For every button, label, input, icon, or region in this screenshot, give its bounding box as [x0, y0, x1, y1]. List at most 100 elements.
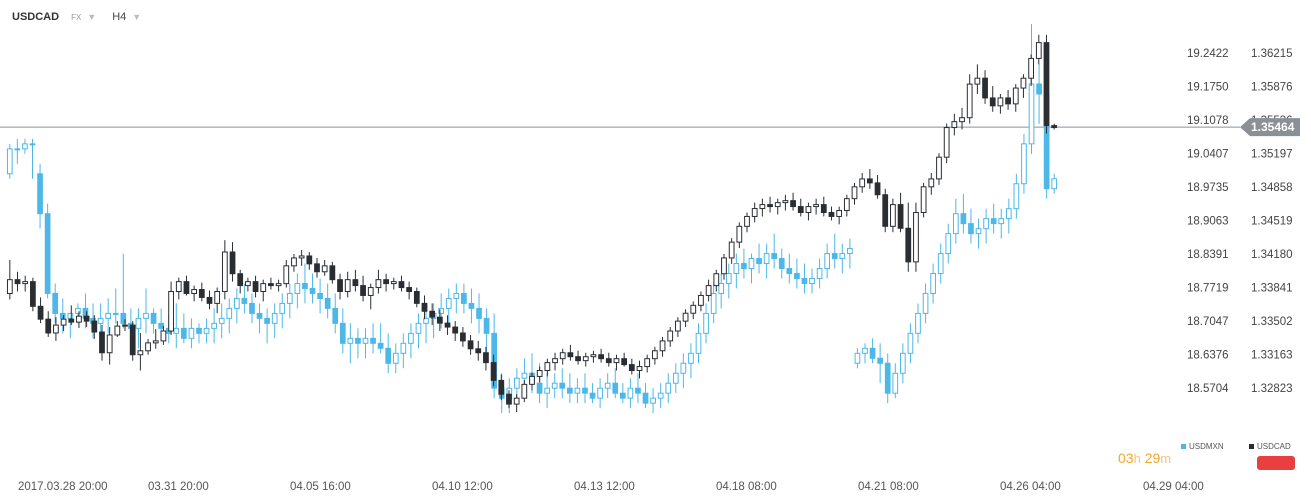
candle-body — [828, 212, 835, 217]
candle-body — [436, 316, 443, 324]
candle-body — [612, 382, 619, 394]
candle-body — [598, 354, 604, 360]
y-tick-left: 18.6376 — [1187, 350, 1229, 362]
candle-body — [536, 382, 543, 394]
candle-body — [759, 204, 766, 210]
candle-body — [53, 324, 59, 334]
candle-body — [1020, 77, 1027, 89]
candle-body — [22, 143, 28, 150]
symbol-selector[interactable]: USDCAD — [12, 11, 60, 23]
candle-body — [413, 291, 420, 304]
candle-body — [385, 347, 392, 364]
candle-body — [847, 248, 853, 255]
candle-body — [362, 337, 369, 344]
candle-body — [37, 173, 43, 215]
legend-item-usdmxn[interactable]: USDMXN — [1181, 442, 1224, 451]
candle-body — [514, 377, 520, 389]
candle-body — [52, 292, 59, 314]
y-tick-right: 1.34519 — [1251, 216, 1293, 228]
candle-body — [529, 375, 535, 385]
candle-body — [813, 204, 819, 208]
legend-item-usdcad[interactable]: USDCAD — [1249, 442, 1291, 451]
candle-body — [314, 263, 320, 273]
candle-body — [566, 387, 573, 394]
legend-label-usdcad: USDCAD — [1257, 442, 1291, 451]
candle-body — [475, 348, 482, 354]
candle-body — [1028, 83, 1035, 145]
candle-body — [122, 324, 128, 327]
candle-body — [37, 305, 44, 320]
candle-body — [260, 283, 267, 293]
chevron-down-icon[interactable]: ▼ — [87, 12, 97, 22]
candle-body — [59, 312, 66, 319]
candle-body — [99, 331, 105, 354]
candle-body — [907, 332, 914, 354]
candle-body — [820, 204, 827, 214]
candle-body — [1005, 208, 1012, 220]
y-tick-right: 1.35197 — [1251, 149, 1293, 161]
candle-body — [1036, 83, 1042, 95]
x-tick-label: 2017.03.28 20:00 — [18, 481, 108, 493]
candle-body — [890, 204, 896, 227]
candle-body — [983, 218, 989, 230]
candle-body — [744, 215, 750, 227]
candle-body — [1028, 57, 1035, 79]
candle-body — [733, 263, 740, 275]
candle-body — [198, 289, 205, 298]
timeframe-selector[interactable]: H4 — [112, 11, 127, 23]
candle-body — [997, 97, 1004, 107]
candle-body — [905, 227, 912, 263]
candle-body — [604, 382, 611, 389]
candle-body — [644, 358, 651, 368]
candle-body — [688, 352, 694, 364]
candle-body — [651, 350, 658, 360]
candle-body — [741, 263, 747, 270]
candle-body — [383, 279, 389, 285]
candle-body — [461, 292, 467, 304]
candle-body — [214, 291, 221, 304]
candle-body — [982, 77, 988, 99]
countdown-minutes-unit: m — [1160, 451, 1172, 466]
candle-body — [6, 279, 13, 294]
candle-body — [928, 178, 935, 188]
candle-body — [582, 387, 588, 394]
candle-body — [268, 283, 274, 287]
chevron-down-icon[interactable]: ▼ — [132, 12, 142, 22]
market-type-label: FX — [71, 12, 82, 22]
candle-body — [415, 322, 422, 334]
y-tick-left: 18.7047 — [1187, 316, 1229, 328]
candle-body — [196, 327, 202, 334]
candle-body — [945, 233, 952, 255]
y-tick-right: 1.35876 — [1251, 82, 1293, 94]
candle-body — [22, 281, 29, 285]
candle-body — [824, 253, 831, 270]
candle-body — [728, 241, 735, 259]
candle-body — [736, 225, 743, 243]
candle-body — [843, 198, 850, 212]
candle-body — [309, 287, 316, 294]
candle-body — [329, 265, 336, 281]
x-tick-label: 04.13 12:00 — [574, 481, 635, 493]
candle-body — [45, 318, 52, 334]
candle-body — [771, 253, 778, 260]
candle-body — [302, 282, 308, 289]
x-tick-label: 04.18 08:00 — [716, 481, 777, 493]
candle-body — [283, 265, 290, 285]
candle-body — [778, 258, 785, 270]
candle-body — [1043, 42, 1050, 127]
candle-body — [851, 186, 858, 200]
candle-body — [1051, 178, 1058, 190]
candle-body — [355, 337, 361, 344]
candle-body — [544, 387, 550, 394]
candle-body — [672, 372, 679, 384]
candle-body — [721, 257, 727, 275]
candle-body — [854, 352, 861, 364]
candle-body — [14, 148, 21, 151]
candle-body — [1021, 143, 1027, 185]
y-tick-right: 1.36215 — [1251, 48, 1293, 60]
legend-color-box[interactable] — [1257, 456, 1295, 470]
candle-body — [191, 289, 198, 294]
candle-body — [859, 178, 866, 188]
candle-body — [874, 182, 881, 196]
